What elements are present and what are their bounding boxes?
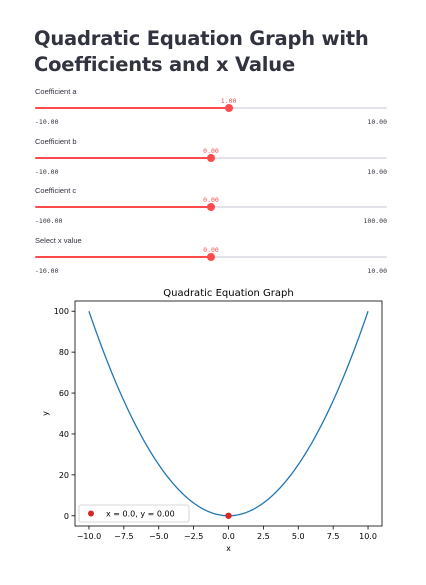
x-tick-label: −7.5	[114, 532, 133, 541]
slider-fill	[35, 107, 229, 109]
slider-min: -10.00	[35, 267, 59, 275]
x-tick-label: 5.0	[292, 532, 305, 541]
legend-box	[78, 504, 190, 523]
page-title: Quadratic Equation Graph with Coefficien…	[34, 27, 369, 76]
slider-value: 0.00	[203, 246, 219, 254]
x-tick-label: 0.0	[222, 532, 235, 541]
slider-max: 100.00	[363, 217, 387, 225]
x-tick-label: 2.5	[257, 532, 270, 541]
slider-min: -100.00	[35, 217, 63, 225]
slider-coefficient-c[interactable]: Coefficient c 0.00 -100.00 100.00	[35, 186, 387, 236]
slider-min: -10.00	[35, 168, 59, 176]
y-tick-label: 80	[59, 348, 69, 357]
slider-label: Coefficient b	[35, 137, 77, 146]
slider-max: 10.00	[367, 168, 387, 176]
slider-fill	[35, 206, 211, 208]
slider-x-value[interactable]: Select x value 0.00 -10.00 10.00	[35, 236, 387, 286]
x-tick-label: 10.0	[359, 532, 377, 541]
slider-value: 0.00	[203, 147, 219, 155]
slider-value: 1.00	[220, 97, 237, 105]
slider-label: Coefficient c	[35, 186, 77, 195]
slider-coefficient-b[interactable]: Coefficient b 0.00 -10.00 10.00	[35, 137, 387, 187]
slider-label: Coefficient a	[35, 87, 77, 96]
y-tick-label: 40	[59, 430, 69, 439]
x-tick-label: −10.0	[77, 532, 102, 541]
slider-value: 0.00	[203, 196, 219, 204]
x-tick-label: 7.5	[327, 532, 340, 541]
slider-thumb[interactable]	[207, 154, 215, 162]
slider-max: 10.00	[367, 267, 387, 275]
slider-thumb[interactable]	[224, 104, 233, 112]
x-tick-label: −5.0	[149, 532, 168, 541]
slider-max: 10.00	[367, 118, 387, 126]
legend-marker	[88, 510, 94, 517]
slider-fill	[35, 157, 211, 159]
y-axis-label: y	[41, 411, 50, 416]
plot-frame	[74, 300, 383, 527]
x-tick-label: −2.5	[184, 532, 203, 541]
y-tick-label: 60	[59, 389, 69, 398]
legend-label: x = 0.0, y = 0.00	[106, 510, 175, 519]
slider-thumb[interactable]	[207, 203, 215, 211]
series-line	[88, 311, 369, 517]
y-tick-label: 0	[64, 512, 69, 521]
y-tick-label: 100	[54, 307, 69, 316]
slider-track[interactable]	[35, 107, 387, 109]
slider-coefficient-a[interactable]: Coefficient a 1.00 -10.00 10.00	[35, 87, 387, 137]
selected-point	[225, 512, 232, 519]
x-axis-label: x	[226, 544, 231, 553]
y-tick-label: 20	[59, 471, 69, 480]
slider-min: -10.00	[35, 118, 59, 126]
slider-thumb[interactable]	[207, 253, 215, 261]
chart-title: Quadratic Equation Graph	[163, 288, 293, 299]
quadratic-chart: Quadratic Equation Graph −10.0 −7.5 −5.0 −2.…	[41, 288, 383, 553]
slider-label: Select x value	[35, 236, 82, 245]
slider-fill	[35, 256, 211, 258]
